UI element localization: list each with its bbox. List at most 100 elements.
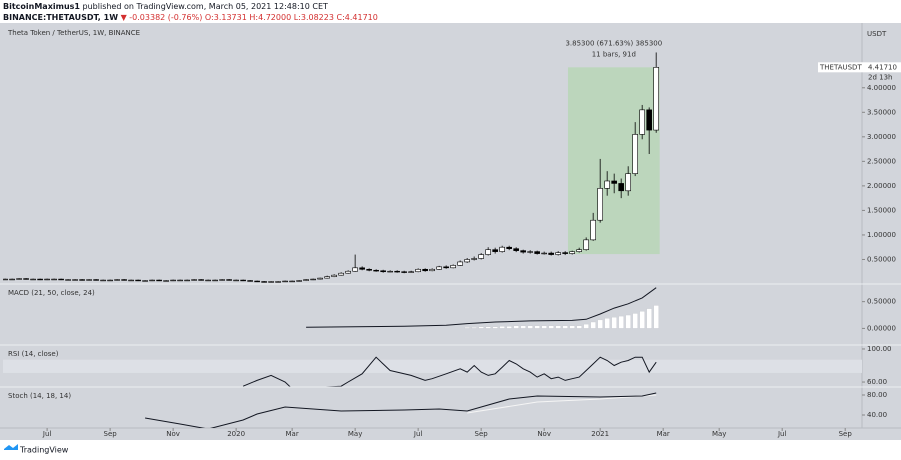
candle-body [485,249,491,255]
candle-body [58,278,64,281]
candle-body [541,252,547,255]
range-sublabel: 11 bars, 91d [592,50,636,58]
symbol: BINANCE:THETAUSDT, 1W [3,13,118,22]
candle-body [548,252,554,255]
candle-body [79,279,85,281]
y-tick-label: 0.50000 [867,298,896,306]
candle-body [114,279,120,281]
candle-body [324,276,330,279]
histogram-bar [471,327,477,329]
x-tick-label: Mar [657,430,670,438]
x-tick-label: May [348,430,362,438]
candle-body [254,280,260,283]
histogram-bar [478,326,484,329]
candle-body [513,248,519,251]
candle-body [625,173,631,192]
histogram-bar [639,311,645,329]
pane-title: Stoch (14, 18, 14) [8,392,71,400]
histogram-bar [625,314,631,329]
x-tick-label: Mar [286,430,299,438]
x-tick-label: Sep [475,430,489,438]
candle-body [317,277,323,280]
candle-body [576,249,582,252]
candle-body [289,280,295,283]
histogram-bar [611,316,617,329]
candle-body [240,279,246,282]
histogram-bar [492,326,498,329]
x-tick-label: Nov [166,430,180,438]
candle-body [345,270,351,274]
histogram-bar [506,326,512,329]
histogram-bar [632,313,638,329]
histogram-bar [485,326,491,329]
candle-body [380,270,386,273]
candle-body [338,272,344,276]
candle-body [107,279,113,282]
histogram-bar [527,325,533,329]
candle-body [555,252,561,255]
candle-body [16,278,22,280]
y-tick-label: 1.50000 [867,206,896,214]
candle-body [198,279,204,281]
candle-body [23,278,29,280]
x-tick-label: Nov [537,430,551,438]
pane [145,392,657,428]
histogram-bar [569,325,575,329]
x-tick-label: Jul [413,430,423,438]
candle-body [219,279,225,281]
candle-body [639,109,645,135]
last-price-label: 4.41710 [868,63,897,71]
last-price-name: THETAUSDT [819,63,862,71]
candle-body [37,278,43,281]
pane-title: RSI (14, close) [8,350,59,358]
y-tick-label: 80.00 [867,391,887,399]
histogram-bar [541,325,547,329]
x-tick-label: May [712,430,726,438]
x-tick-label: Sep [104,430,118,438]
y-tick-label: 2.00000 [867,182,896,190]
candle-body [464,259,470,263]
ohlc: L:3.08223 [294,13,334,22]
candle-body [184,279,190,282]
candle-body [429,268,435,272]
candle-body [310,278,316,281]
candle-body [142,280,148,282]
x-tick-label: 2020 [227,430,245,438]
y-tick-label: 0.50000 [867,255,896,263]
indicator-line [242,356,657,387]
candle-body [268,281,274,283]
candle-body [506,246,512,249]
ohlc: C:4.41710 [336,13,377,22]
candle-body [618,183,624,192]
candle-body [611,180,617,184]
published: published on TradingView.com, March 05, … [83,2,328,11]
candle-body [51,278,57,281]
y-tick-label: 40.00 [867,411,887,419]
candle-body [205,279,211,282]
x-tick-label: Jul [42,430,52,438]
ohlc: O:3.13731 [205,13,247,22]
candle-body [226,279,232,281]
histogram-bar [520,325,526,329]
candle-body [457,261,463,266]
candle-body [9,278,15,281]
candle-body [296,280,302,282]
y-tick-label: 60.00 [867,378,887,386]
candle-body [359,267,365,270]
unit-label: USDT [867,30,887,38]
candle-body [3,278,8,281]
histogram-bar [597,319,603,329]
range-label: 3.85300 (671.63%) 385300 [565,39,662,47]
candle-body [569,251,575,254]
candle-body [261,281,267,283]
candle-body [282,280,288,283]
y-tick-label: 0.00000 [867,324,896,332]
candle-body [212,279,218,282]
candle-body [583,239,589,250]
y-tick-label: 100.00 [867,345,892,353]
change: ▼ -0.03382 (-0.76%) [121,13,203,22]
indicator-line [306,287,657,328]
candle-body [44,278,50,281]
candle-body [72,279,78,281]
